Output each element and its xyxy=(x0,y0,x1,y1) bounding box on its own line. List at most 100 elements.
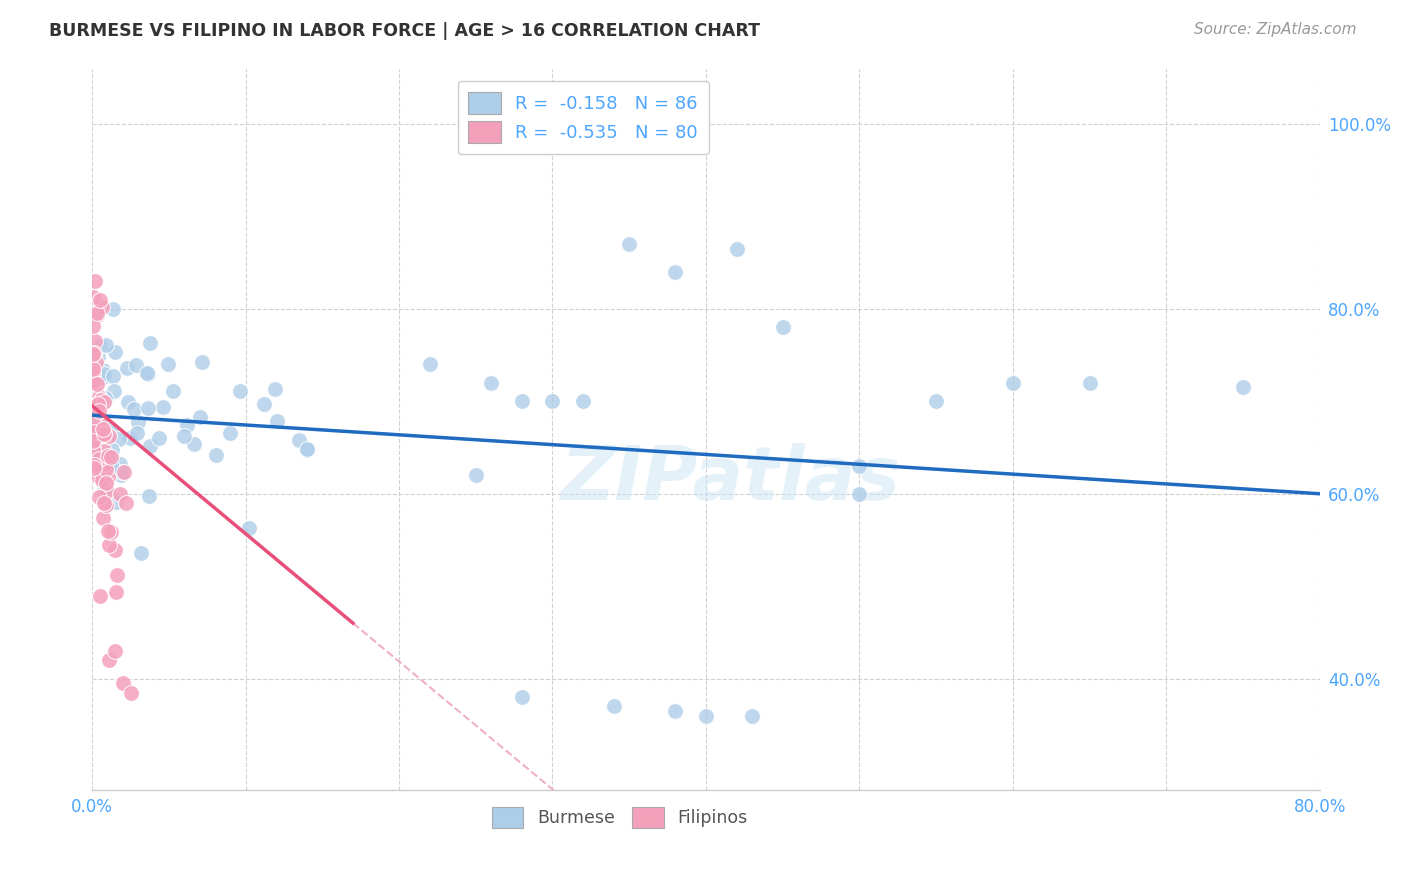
Point xyxy=(91,370,114,384)
Point xyxy=(100,459,122,474)
Point xyxy=(82,361,104,376)
Point xyxy=(82,409,104,424)
Point xyxy=(87,490,110,504)
Point xyxy=(89,415,111,429)
Point xyxy=(87,467,110,481)
Text: ZIPatlas: ZIPatlas xyxy=(561,443,900,516)
Point xyxy=(664,265,686,279)
Point xyxy=(84,419,107,434)
Point xyxy=(104,644,127,658)
Point xyxy=(419,357,441,371)
Point xyxy=(115,361,138,376)
Point xyxy=(82,347,104,361)
Point xyxy=(479,376,502,390)
Point xyxy=(97,450,120,464)
Point xyxy=(162,384,184,398)
Point xyxy=(97,429,120,443)
Point xyxy=(725,242,748,256)
Point xyxy=(1078,376,1101,390)
Point xyxy=(111,676,134,690)
Point xyxy=(103,301,125,316)
Point xyxy=(82,425,104,440)
Point xyxy=(204,448,226,462)
Point xyxy=(86,376,108,391)
Point xyxy=(295,442,318,457)
Point xyxy=(87,469,110,483)
Point xyxy=(572,394,595,409)
Point xyxy=(87,390,110,404)
Point xyxy=(82,442,104,457)
Point xyxy=(84,355,107,369)
Point xyxy=(176,417,198,432)
Point xyxy=(112,466,135,480)
Point xyxy=(228,384,250,398)
Legend: Burmese, Filipinos: Burmese, Filipinos xyxy=(485,800,755,835)
Point xyxy=(103,542,125,557)
Point xyxy=(103,369,125,384)
Point xyxy=(93,392,115,406)
Point xyxy=(105,495,128,509)
Point xyxy=(83,407,105,421)
Point xyxy=(183,436,205,450)
Point xyxy=(89,339,111,353)
Point xyxy=(87,451,110,466)
Point xyxy=(93,422,115,436)
Point xyxy=(136,401,159,415)
Point xyxy=(105,568,128,582)
Point xyxy=(93,443,115,458)
Point xyxy=(84,425,107,439)
Point xyxy=(90,392,112,406)
Point xyxy=(83,461,105,475)
Point xyxy=(93,426,115,441)
Point xyxy=(96,484,118,499)
Point xyxy=(89,415,111,429)
Point xyxy=(115,496,138,510)
Point xyxy=(129,546,152,560)
Point xyxy=(93,496,115,510)
Point xyxy=(87,425,110,439)
Point xyxy=(83,458,105,473)
Text: BURMESE VS FILIPINO IN LABOR FORCE | AGE > 16 CORRELATION CHART: BURMESE VS FILIPINO IN LABOR FORCE | AGE… xyxy=(49,22,761,40)
Point xyxy=(173,429,195,443)
Point xyxy=(84,449,107,463)
Point xyxy=(93,485,115,500)
Point xyxy=(89,467,111,482)
Point xyxy=(83,458,105,473)
Point xyxy=(619,237,641,252)
Point xyxy=(190,410,212,425)
Point xyxy=(83,417,105,432)
Point xyxy=(82,416,104,430)
Point xyxy=(139,336,162,351)
Point xyxy=(87,404,110,418)
Point xyxy=(741,708,763,723)
Point xyxy=(86,306,108,320)
Point xyxy=(1001,376,1024,390)
Point xyxy=(848,458,870,473)
Point xyxy=(86,309,108,323)
Point xyxy=(103,384,125,399)
Point xyxy=(82,452,104,467)
Point xyxy=(219,425,242,440)
Point xyxy=(82,433,104,447)
Point xyxy=(152,400,174,414)
Point xyxy=(93,457,115,471)
Point xyxy=(93,367,115,381)
Point xyxy=(83,424,105,438)
Point xyxy=(108,432,131,446)
Point xyxy=(120,685,142,699)
Point xyxy=(101,443,124,458)
Point xyxy=(93,393,115,408)
Point xyxy=(84,409,107,424)
Point xyxy=(464,468,486,483)
Point xyxy=(138,489,160,503)
Point xyxy=(96,524,118,538)
Point xyxy=(138,439,160,453)
Point xyxy=(83,274,105,288)
Point xyxy=(664,704,686,718)
Point xyxy=(103,462,125,476)
Point xyxy=(82,375,104,389)
Point xyxy=(91,363,114,377)
Point xyxy=(108,457,131,471)
Point xyxy=(125,358,148,372)
Point xyxy=(84,408,107,422)
